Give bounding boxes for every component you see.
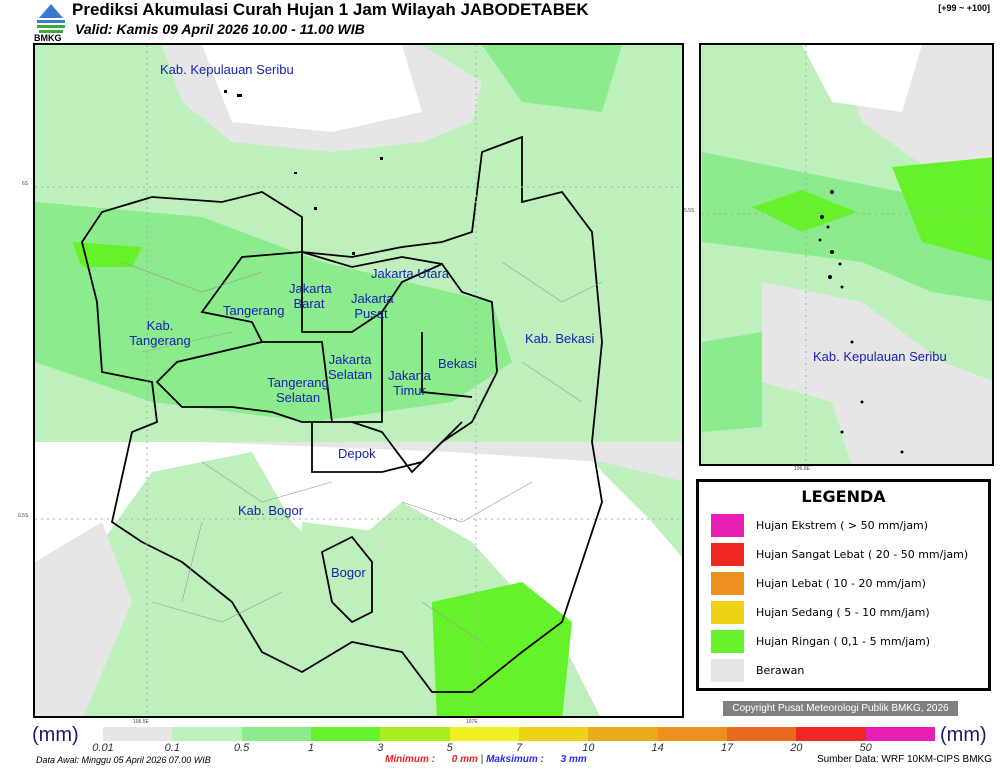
region-label: Kab. Tangerang <box>129 318 191 348</box>
region-label: Bekasi <box>438 356 478 371</box>
data-awal: Data Awal: Minggu 05 April 2026 07.00 WI… <box>36 755 211 765</box>
legend-swatch <box>711 542 744 566</box>
region-label: Kab. Bogor <box>238 503 304 518</box>
legend-label: Hujan Sangat Lebat ( 20 - 50 mm/jam) <box>756 547 969 561</box>
region-label: Depok <box>338 446 376 461</box>
legend-item: Hujan Sedang ( 5 - 10 mm/jam) <box>711 600 930 624</box>
colorbar-tick-label: 0.5 <box>234 742 250 754</box>
colorbar-tick-label: 3 <box>377 742 384 754</box>
colorbar-tick-label: 1 <box>307 742 315 754</box>
maksimum-label: Maksimum : <box>486 754 544 765</box>
lat-tick: 6.5S <box>18 513 29 519</box>
colorbar-segment <box>588 727 658 741</box>
colorbar-segment <box>726 727 797 741</box>
min-max: Minimum : 0 mm | Maksimum : 3 mm <box>385 754 587 765</box>
legend-label: Hujan Sedang ( 5 - 10 mm/jam) <box>756 605 930 619</box>
legend-swatch <box>711 629 744 653</box>
copyright: Copyright Pusat Meteorologi Publik BMKG,… <box>723 701 958 716</box>
page-title: Prediksi Akumulasi Curah Hujan 1 Jam Wil… <box>72 0 589 19</box>
lon-tick: 107E <box>466 719 478 725</box>
region-label: Jakarta Timur <box>388 368 431 398</box>
colorbar-tick-label: 50 <box>859 742 872 754</box>
colorbar-tick-label: 10 <box>582 742 595 754</box>
data-source: Sumber Data: WRF 10KM-CIPS BMKG <box>816 754 992 765</box>
colorbar-tick-label: 5 <box>446 742 453 754</box>
lat-tick: 5.5S <box>684 208 695 214</box>
legend-item: Berawan <box>711 658 804 682</box>
minimum-label: Minimum : <box>385 754 435 765</box>
colorbar-segment <box>657 727 727 741</box>
lat-tick: 6S <box>22 181 29 187</box>
valid-time: Valid: Kamis 09 April 2026 10.00 - 11.00… <box>75 21 365 37</box>
maksimum-value: 3 mm <box>560 754 587 765</box>
colorbar-segment <box>380 727 450 741</box>
colorbar-segment <box>310 727 381 741</box>
region-label: Jakarta Selatan <box>327 352 373 382</box>
legend-item: Hujan Lebat ( 10 - 20 mm/jam) <box>711 571 926 595</box>
region-label: Tangerang <box>223 303 285 318</box>
range-code: [+99 ~ +100] <box>938 3 990 13</box>
colorbar-tick-label: 7 <box>515 742 523 754</box>
colorbar-segment <box>449 727 519 741</box>
legend-label: Hujan Lebat ( 10 - 20 mm/jam) <box>756 576 926 590</box>
colorbar-segment <box>796 727 866 741</box>
legend-label: Hujan Ringan ( 0,1 - 5 mm/jam) <box>756 634 931 648</box>
colorbar-segment <box>241 727 311 741</box>
inset-rainfall-layer <box>701 45 992 464</box>
colorbar-segment <box>865 727 935 741</box>
legend-item: Hujan Sangat Lebat ( 20 - 50 mm/jam) <box>711 542 968 566</box>
colorbar-tick-label: 14 <box>651 742 664 754</box>
region-label: Jakarta Barat <box>289 281 332 311</box>
colorbar-tick-label: 20 <box>790 742 803 754</box>
region-label: Jakarta Utara <box>371 266 450 281</box>
legend: LEGENDA Hujan Ekstrem ( > 50 mm/jam) Huj… <box>696 479 991 691</box>
colorbar-tick-label: 0.01 <box>92 742 114 754</box>
colorbar-unit-left: (mm) <box>32 724 79 746</box>
legend-item: Hujan Ekstrem ( > 50 mm/jam) <box>711 513 928 537</box>
legend-item: Hujan Ringan ( 0,1 - 5 mm/jam) <box>711 629 930 653</box>
legend-swatch <box>711 600 744 624</box>
legend-label: Berawan <box>756 663 805 677</box>
region-label: Kab. Kepulauan Seribu <box>813 349 947 364</box>
legend-swatch <box>711 513 744 537</box>
colorbar-segment <box>172 727 242 741</box>
colorbar-tick-label: 0.1 <box>164 742 180 754</box>
colorbar-unit-right: (mm) <box>940 724 987 746</box>
colorbar <box>103 727 935 741</box>
legend-label: Hujan Ekstrem ( > 50 mm/jam) <box>756 518 929 532</box>
legend-swatch <box>711 658 744 682</box>
lon-tick: 106.5E <box>133 719 149 725</box>
main-map[interactable]: Kab. Kepulauan Seribu Jakarta Utara Jaka… <box>33 43 684 718</box>
colorbar-segment <box>103 727 173 741</box>
rainfall-map-layer <box>35 45 682 716</box>
bmkg-logo <box>37 4 65 33</box>
lon-tick: 106.6E <box>794 466 810 472</box>
colorbar-tick-label: 17 <box>720 742 734 754</box>
legend-title: LEGENDA <box>801 487 886 506</box>
region-label: Kab. Kepulauan Seribu <box>160 62 294 77</box>
region-label: Kab. Bekasi <box>525 331 595 346</box>
region-label: Jakarta Pusat <box>351 291 394 321</box>
region-label: Bogor <box>331 565 366 580</box>
colorbar-segment <box>518 727 589 741</box>
region-label: Tangerang Selatan <box>267 375 329 405</box>
minimum-value: 0 mm <box>451 754 478 765</box>
logo-text: BMKG <box>34 33 62 43</box>
legend-swatch <box>711 571 744 595</box>
inset-map[interactable]: Kab. Kepulauan Seribu <box>699 43 994 466</box>
